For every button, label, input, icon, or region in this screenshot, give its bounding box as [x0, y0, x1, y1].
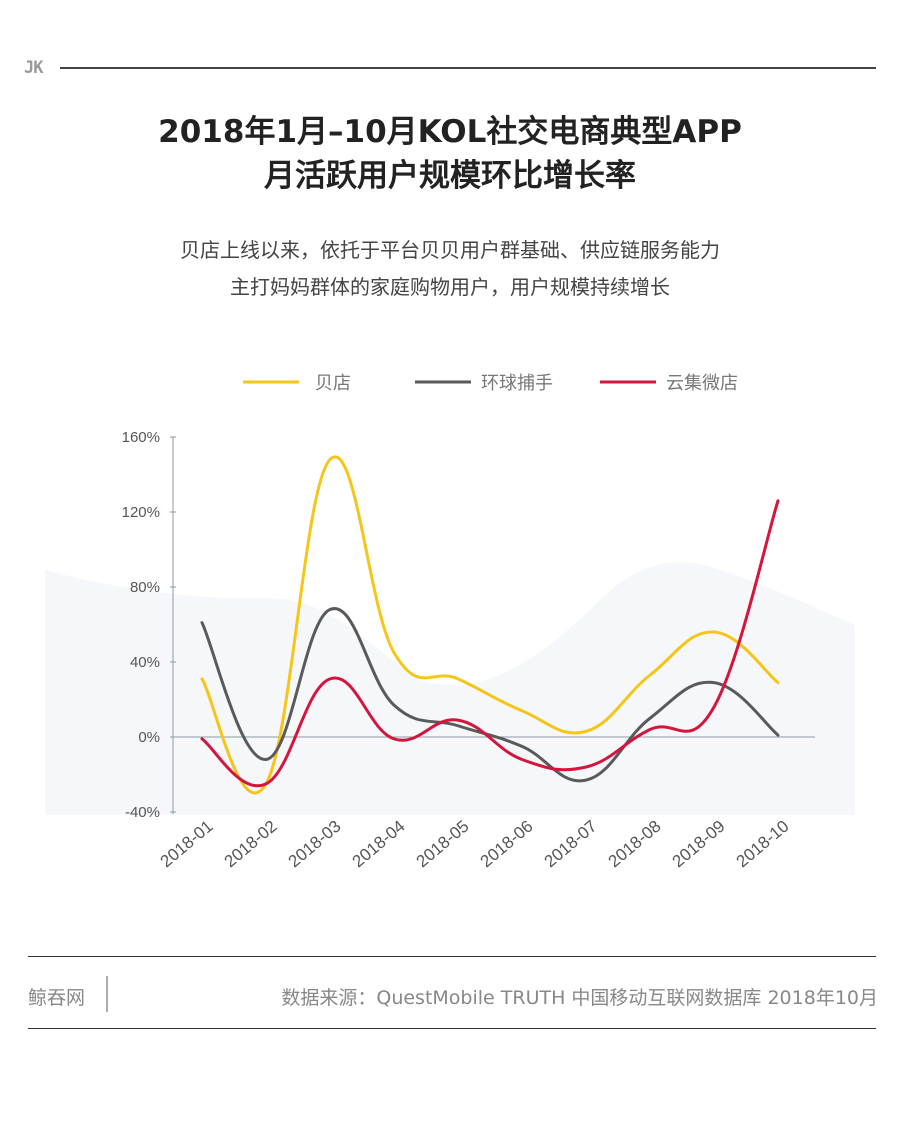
x-tick-label: 2018-07 [541, 817, 601, 872]
x-tick-label: 2018-10 [733, 817, 793, 872]
subtitle-line-2: 主打妈妈群体的家庭购物用户，用户规模持续增长 [230, 275, 670, 299]
line-chart: 贝店 环球捕手 云集微店 160%120%80%40%0%-40%2018-01 20… [45, 373, 855, 872]
header-divider [60, 67, 876, 69]
y-tick-label: 40% [130, 654, 160, 671]
x-tick-label: 2018-03 [285, 817, 345, 872]
series-line-云集微店 [200, 499, 780, 788]
x-tick-label: 2018-04 [349, 817, 409, 872]
jk-logo: JK [24, 58, 44, 78]
footer-brand: 鲸吞网 [28, 987, 86, 1009]
y-tick-label: 0% [138, 729, 160, 746]
footer-separator [106, 976, 108, 1012]
legend: 贝店 环球捕手 云集微店 [243, 373, 738, 394]
series-lines [200, 455, 780, 795]
x-tick-label: 2018-02 [221, 817, 281, 872]
y-tick-label: 160% [122, 429, 160, 446]
y-tick-label: -40% [125, 804, 160, 821]
title-line-1: 2018年1月–10月KOL社交电商典型APP [158, 114, 742, 150]
x-tick-label: 2018-06 [477, 817, 537, 872]
legend-label: 云集微店 [666, 373, 738, 394]
y-tick-label: 80% [130, 579, 160, 596]
chart-title: 2018年1月–10月KOL社交电商典型APP 月活跃用户规模环比增长率 [0, 110, 900, 198]
legend-label: 贝店 [315, 373, 351, 394]
title-line-2: 月活跃用户规模环比增长率 [264, 158, 636, 194]
data-source: 数据来源：QuestMobile TRUTH 中国移动互联网数据库 2018年1… [281, 987, 878, 1009]
subtitle-line-1: 贝店上线以来，依托于平台贝贝用户群基础、供应链服务能力 [180, 238, 720, 262]
x-tick-label: 2018-01 [157, 817, 217, 872]
x-tick-label: 2018-09 [669, 817, 729, 872]
background-mountain [45, 562, 855, 815]
series-line-环球捕手 [200, 607, 780, 783]
chart-subtitle: 贝店上线以来，依托于平台贝贝用户群基础、供应链服务能力 主打妈妈群体的家庭购物用… [0, 232, 900, 306]
footer-divider-top [28, 956, 876, 957]
footer-divider-bottom [28, 1028, 876, 1029]
legend-label: 环球捕手 [481, 373, 553, 394]
y-tick-label: 120% [122, 504, 160, 521]
series-line-贝店 [200, 455, 780, 795]
x-tick-label: 2018-08 [605, 817, 665, 872]
x-tick-label: 2018-05 [413, 817, 473, 872]
